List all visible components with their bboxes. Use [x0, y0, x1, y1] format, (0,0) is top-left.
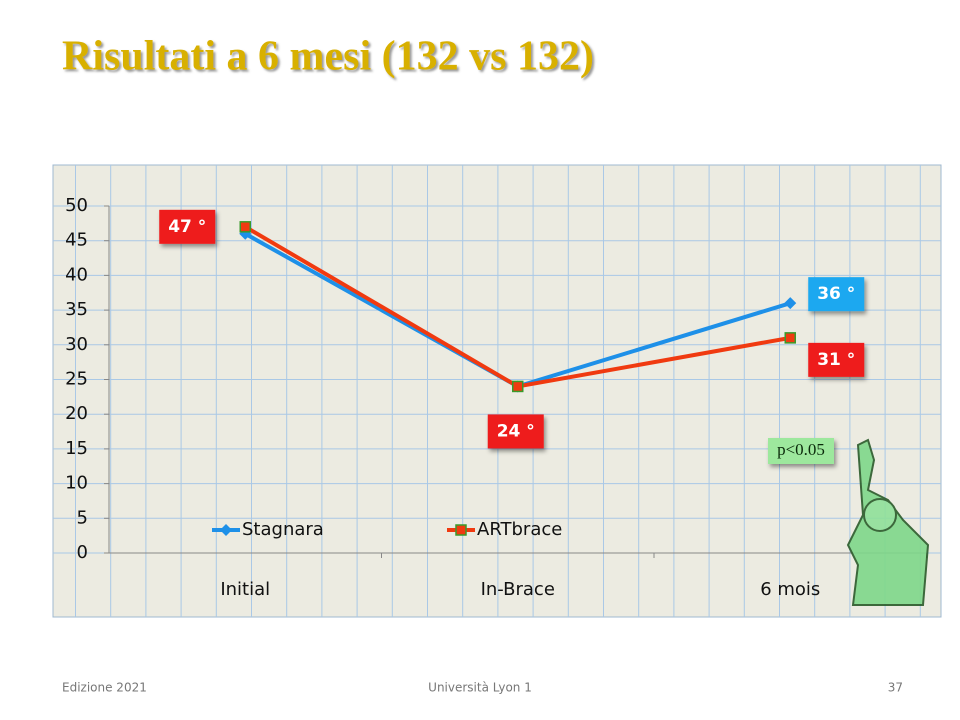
plot: 0 5 10 15 20 25 30 35 40 45 50 Initial In-Brace 6 moi…: [53, 195, 941, 600]
value-label-box: [808, 277, 865, 312]
value-label: 36 °: [817, 284, 855, 304]
figure-decoration: [846, 438, 930, 606]
annotation-box: [768, 438, 834, 464]
value-label-bg: [808, 342, 865, 377]
footer-center: Università Lyon 1: [428, 681, 532, 695]
legend-label: ARTbrace: [477, 519, 562, 540]
annotation: p<0.05: [777, 440, 825, 459]
y-tick-label: 50: [65, 195, 88, 216]
legend-label: Stagnara: [242, 519, 324, 540]
data-point: [784, 297, 797, 310]
data-point: [512, 380, 524, 393]
y-tick-label: 0: [77, 542, 88, 563]
x-tick-label: In-Brace: [481, 579, 555, 600]
y-tick-label: 40: [65, 264, 88, 285]
y-tick-label: 5: [77, 507, 88, 528]
value-label-bg: [487, 414, 544, 449]
data-point: [239, 221, 251, 233]
value-label-box: [808, 342, 865, 377]
y-tick-label: 35: [65, 299, 88, 320]
y-tick-label: 20: [65, 403, 88, 424]
value-label: 47 °: [168, 217, 206, 237]
slide-title: Risultati a 6 mesi (132 vs 132): [62, 34, 594, 80]
y-tick-label: 10: [65, 473, 88, 494]
x-tick-label: Initial: [220, 579, 270, 600]
annotation-bg: [768, 438, 834, 464]
value-label-box: [487, 414, 544, 449]
value-label-bg: [159, 209, 216, 244]
footer-right: 37: [888, 681, 903, 695]
value-label: 31 °: [817, 350, 855, 370]
y-tick-label: 45: [65, 230, 88, 251]
footer-left: Edizione 2021: [62, 681, 147, 695]
y-tick-label: 30: [65, 334, 88, 355]
data-point: [784, 332, 796, 344]
y-tick-label: 15: [65, 438, 88, 459]
value-label-bg: [808, 277, 865, 312]
legend-marker: [455, 524, 467, 536]
value-label: 24 °: [497, 421, 535, 441]
x-tick-label: 6 mois: [760, 579, 820, 600]
value-label-box: [159, 209, 216, 244]
legend-marker: [220, 524, 232, 536]
y-tick-label: 25: [65, 369, 88, 390]
